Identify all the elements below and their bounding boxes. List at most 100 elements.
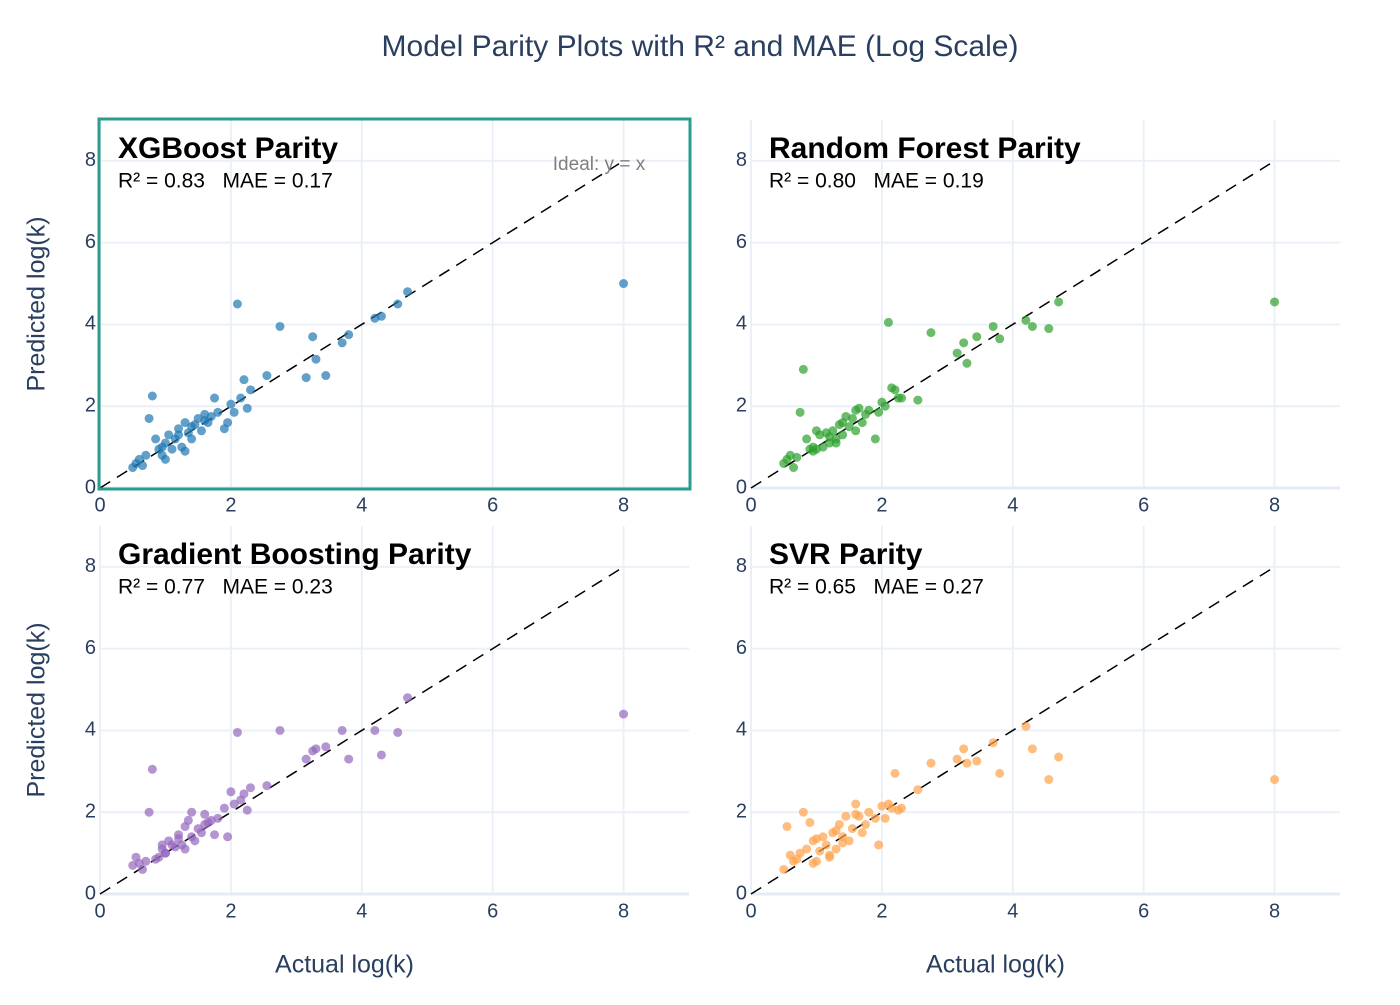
- scatter-point: [337, 725, 347, 735]
- y-tick-label: 8: [736, 149, 747, 171]
- y-axis-title: Predicted log(k): [23, 622, 51, 797]
- y-tick-label: 0: [85, 882, 96, 904]
- scatter-point: [246, 385, 256, 395]
- scatter-point: [200, 819, 210, 829]
- scatter-point: [321, 742, 331, 752]
- scatter-point: [151, 854, 161, 864]
- scatter-point: [811, 834, 821, 844]
- x-tick-label: 0: [94, 900, 105, 922]
- scatter-point: [838, 838, 848, 848]
- scatter-point: [180, 822, 190, 832]
- scatter-point: [913, 395, 923, 405]
- scatter-point: [180, 844, 190, 854]
- scatter-point: [883, 317, 893, 327]
- scatter-point: [131, 852, 141, 862]
- scatter-point: [851, 799, 861, 809]
- y-tick-label: 4: [736, 313, 747, 335]
- scatter-point: [972, 332, 982, 342]
- scatter-point: [301, 373, 311, 383]
- scatter-point: [619, 279, 629, 289]
- x-tick-label: 6: [487, 494, 498, 516]
- y-tick-label: 0: [736, 476, 747, 498]
- x-tick-label: 0: [745, 900, 756, 922]
- subplot-stats: R² = 0.77 MAE = 0.23: [118, 576, 333, 599]
- scatter-point: [200, 416, 210, 426]
- scatter-point: [144, 413, 154, 423]
- y-tick-label: 2: [736, 395, 747, 417]
- x-tick-label: 2: [225, 494, 236, 516]
- ideal-label: Ideal: y = x: [553, 154, 646, 175]
- scatter-point: [988, 321, 998, 331]
- scatter-point: [167, 444, 177, 454]
- scatter-point: [838, 418, 848, 428]
- x-tick-label: 2: [876, 900, 887, 922]
- scatter-point: [376, 750, 386, 760]
- subplot-title: Random Forest Parity: [769, 132, 1081, 165]
- y-tick-label: 0: [85, 476, 96, 498]
- y-tick-label: 4: [736, 719, 747, 741]
- y-tick-label: 2: [736, 801, 747, 823]
- scatter-point: [229, 799, 239, 809]
- scatter-point: [913, 785, 923, 795]
- scatter-point: [151, 434, 161, 444]
- scatter-point: [232, 299, 242, 309]
- scatter-point: [193, 824, 203, 834]
- scatter-point: [893, 393, 903, 403]
- scatter-point: [995, 768, 1005, 778]
- scatter-point: [887, 383, 897, 393]
- scatter-point: [831, 438, 841, 448]
- scatter-point: [972, 756, 982, 766]
- scatter-point: [877, 801, 887, 811]
- scatter-point: [851, 809, 861, 819]
- scatter-point: [861, 409, 871, 419]
- selection-border: [97, 117, 692, 491]
- scatter-point: [200, 809, 210, 819]
- scatter-point: [857, 418, 867, 428]
- y-tick-label: 6: [736, 231, 747, 253]
- scatter-point: [301, 754, 311, 764]
- x-tick-label: 4: [1007, 494, 1018, 516]
- scatter-point: [802, 434, 812, 444]
- scatter-point: [180, 418, 190, 428]
- scatter-point: [308, 332, 318, 342]
- scatter-point: [160, 848, 170, 858]
- x-tick-label: 6: [487, 900, 498, 922]
- x-tick-label: 8: [1269, 900, 1280, 922]
- scatter-point: [370, 725, 380, 735]
- scatter-point: [144, 807, 154, 817]
- figure-title: Model Parity Plots with R² and MAE (Log …: [382, 30, 1019, 63]
- scatter-point: [147, 391, 157, 401]
- scatter-point: [841, 811, 851, 821]
- scatter-point: [844, 422, 854, 432]
- subplot: 0 2 4 6 8 0 2 4 6 8 Gradient Boosting Parity R² = 0…: [23, 526, 689, 979]
- scatter-point: [1044, 775, 1054, 785]
- scatter-point: [995, 334, 1005, 344]
- x-tick-label: 8: [618, 494, 629, 516]
- scatter-point: [890, 768, 900, 778]
- ideal-line: [750, 160, 1275, 489]
- y-axis-title: Predicted log(k): [23, 216, 51, 391]
- scatter-point: [779, 458, 789, 468]
- scatter-point: [187, 832, 197, 842]
- scatter-point: [1027, 744, 1037, 754]
- scatter-point: [210, 830, 220, 840]
- scatter-point: [403, 693, 413, 703]
- y-tick-label: 6: [85, 231, 96, 253]
- scatter-point: [825, 432, 835, 442]
- scatter-point: [174, 430, 184, 440]
- scatter-point: [219, 803, 229, 813]
- scatter-point: [874, 407, 884, 417]
- scatter-point: [1021, 721, 1031, 731]
- scatter-point: [847, 824, 857, 834]
- scatter-point: [275, 321, 285, 331]
- x-tick-label: 6: [1138, 900, 1149, 922]
- scatter-point: [926, 758, 936, 768]
- subplot: 0 2 4 6 8 0 2 4 6 8 SVR Parity R² = 0.65 MAE = 0.27…: [736, 526, 1340, 979]
- scatter-point: [619, 709, 629, 719]
- scatter-point: [174, 834, 184, 844]
- scatter-point: [831, 844, 841, 854]
- scatter-point: [825, 852, 835, 862]
- scatter-point: [926, 328, 936, 338]
- scatter-point: [880, 401, 890, 411]
- scatter-point: [226, 787, 236, 797]
